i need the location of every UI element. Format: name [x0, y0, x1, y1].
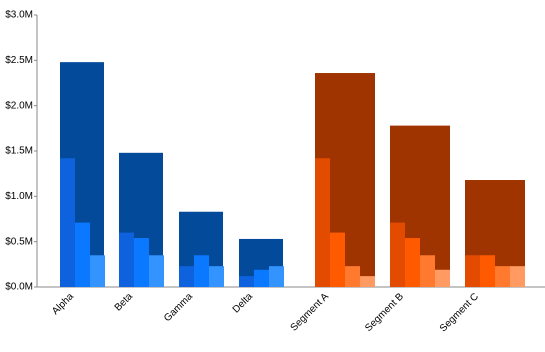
- bar: [269, 266, 284, 287]
- bar: [405, 238, 420, 287]
- bar: [179, 266, 194, 287]
- bar: [480, 255, 495, 287]
- y-tick-label: $1.5M: [5, 146, 33, 157]
- x-tick-label: Segment C: [438, 291, 481, 334]
- x-tick-label: Delta: [231, 291, 256, 316]
- bar: [330, 232, 345, 287]
- bar: [254, 269, 269, 287]
- y-tick-label: $0.0M: [5, 282, 33, 293]
- bar: [75, 222, 90, 287]
- bar: [239, 276, 254, 287]
- bar: [360, 276, 375, 287]
- bar: [435, 269, 450, 287]
- x-tick-label: Gamma: [162, 291, 195, 324]
- bar: [390, 222, 405, 287]
- bar: [90, 255, 105, 287]
- y-tick-label: $2.5M: [5, 55, 33, 66]
- bar: [119, 232, 134, 287]
- x-tick-label: Beta: [113, 291, 136, 314]
- y-tick-label: $0.5M: [5, 236, 33, 247]
- bar: [134, 238, 149, 287]
- bar: [194, 255, 209, 287]
- y-tick-label: $1.0M: [5, 191, 33, 202]
- bar: [60, 158, 75, 287]
- x-tick-label: Segment B: [363, 291, 406, 334]
- y-tick-label: $2.0M: [5, 100, 33, 111]
- bar: [315, 158, 330, 287]
- bar: [420, 255, 435, 287]
- bar: [345, 266, 360, 287]
- bar: [465, 255, 480, 287]
- y-tick-label: $3.0M: [5, 10, 33, 21]
- bar: [209, 266, 224, 287]
- bar: [149, 255, 164, 287]
- x-tick-label: Alpha: [50, 291, 76, 317]
- bar: [495, 266, 510, 287]
- bar: [510, 266, 525, 287]
- x-tick-label: Segment A: [289, 291, 332, 334]
